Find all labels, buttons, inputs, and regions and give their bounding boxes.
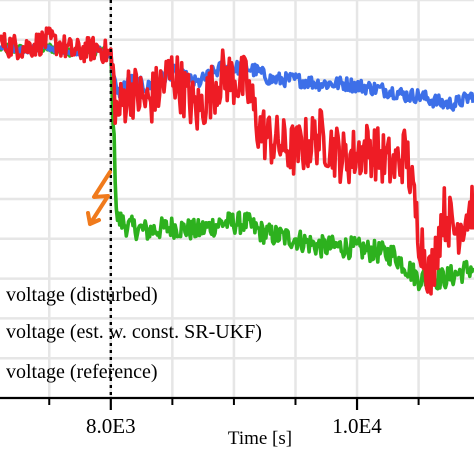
legend-entry-reference: voltage (reference) xyxy=(6,361,158,383)
legend: voltage (disturbed) voltage (est. w. con… xyxy=(6,284,262,383)
series-layer xyxy=(0,26,474,296)
legend-entry-estimated: voltage (est. w. const. SR-UKF) xyxy=(6,321,262,343)
series-line-1 xyxy=(0,26,474,296)
x-axis-ticks: 8.0E3 1.0E4 xyxy=(48,398,420,438)
lightning-bolt-icon xyxy=(86,170,112,226)
x-axis-label: Time [s] xyxy=(228,428,292,449)
legend-entry-disturbed: voltage (disturbed) xyxy=(6,284,158,306)
grid-layer xyxy=(0,0,474,398)
x-tick-label: 1.0E4 xyxy=(332,414,382,438)
x-tick-label: 8.0E3 xyxy=(86,414,136,438)
